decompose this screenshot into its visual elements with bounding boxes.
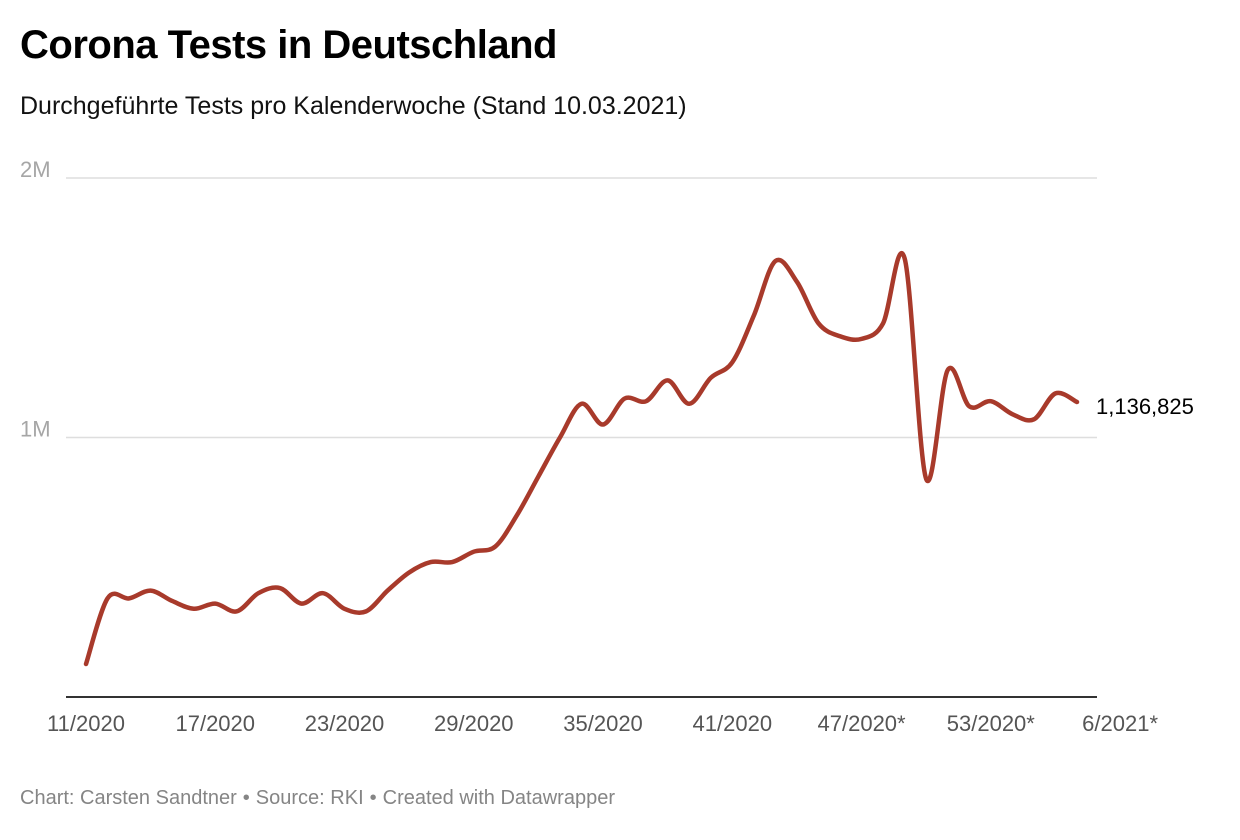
footer-source: Source: RKI <box>255 787 364 809</box>
x-axis-ticks: 11/2020 17/2020 23/2020 29/2020 35/2020 41/20… <box>47 711 1158 736</box>
y-tick-label: 2M <box>20 157 51 182</box>
chart-footer: Chart: Carsten Sandtner • Source: RKI • Crea… <box>20 784 615 812</box>
footer-separator: • <box>242 787 250 809</box>
footer-separator: • <box>369 787 377 809</box>
y-axis-ticks: 1M 2M <box>20 157 51 442</box>
chart-subtitle: Durchgeführte Tests pro Kalenderwoche (S… <box>20 92 687 120</box>
x-tick-label: 29/2020 <box>434 711 514 736</box>
chart-title: Corona Tests in Deutschland <box>20 23 557 67</box>
x-tick-label: 23/2020 <box>305 711 385 736</box>
x-tick-label: 11/2020 <box>47 711 125 736</box>
x-tick-label: 47/2020* <box>818 711 907 736</box>
series-line <box>83 251 1080 667</box>
grid-lines <box>66 177 1097 439</box>
series-end-value-label: 1,136,825 <box>1096 394 1194 419</box>
footer-tool: Created with Datawrapper <box>382 787 615 809</box>
x-tick-label: 17/2020 <box>175 711 255 736</box>
x-tick-label: 41/2020 <box>693 711 773 736</box>
x-tick-label: 6/2021* <box>1082 711 1158 736</box>
x-tick-label: 35/2020 <box>563 711 643 736</box>
x-tick-label: 53/2020* <box>947 711 1036 736</box>
y-tick-label: 1M <box>20 417 51 442</box>
footer-credit: Chart: Carsten Sandtner <box>20 787 237 809</box>
series-group <box>83 251 1080 667</box>
